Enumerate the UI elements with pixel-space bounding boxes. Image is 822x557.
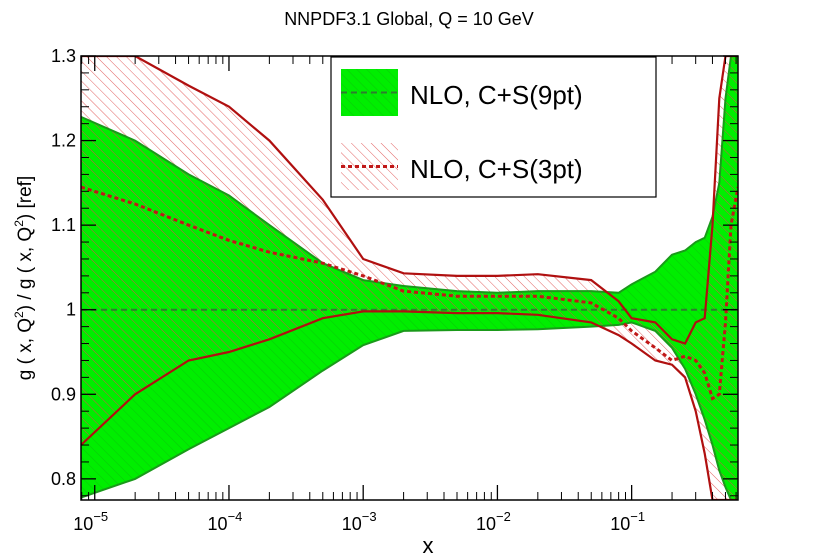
x-tick-label: 10−2	[476, 509, 511, 534]
plot-area	[81, 56, 738, 500]
legend-label-3pt: NLO, C+S(3pt)	[410, 154, 583, 184]
band-3pt	[81, 56, 738, 500]
y-tick-label: 1	[66, 300, 76, 320]
y-tick-label: 1.1	[51, 215, 76, 235]
band-9pt-lower-edge	[81, 321, 738, 500]
band-3pt-upper-edge	[81, 56, 738, 345]
plot-frame	[80, 55, 739, 501]
x-tick-label: 10−1	[610, 509, 645, 534]
legend-swatch-9pt-hatch	[341, 69, 398, 116]
chart-title: NNPDF3.1 Global, Q = 10 GeV	[284, 9, 534, 29]
y-tick-label: 1.2	[51, 131, 76, 151]
y-tick-label: 0.8	[51, 469, 76, 489]
x-tick-label: 10−3	[342, 509, 377, 534]
x-axis-label: x	[423, 533, 434, 557]
y-tick-label: 0.9	[51, 384, 76, 404]
y-axis-label: g ( x, Q2) / g ( x, Q2) [ref]	[12, 176, 36, 380]
axis-ticks: 0.8 0.9 1 1.1 1.2 1.3 10−5 10−4 10−3 10−2 10−1	[51, 46, 738, 534]
central-line-3pt	[81, 185, 738, 401]
x-tick-label: 10−5	[73, 509, 108, 534]
x-tick-label: 10−4	[208, 509, 243, 534]
y-tick-label: 1.3	[51, 46, 76, 66]
legend-label-9pt: NLO, C+S(9pt)	[410, 80, 583, 110]
legend: NLO, C+S(9pt) NLO, C+S(3pt)	[330, 56, 657, 198]
band-3pt-lower-edge	[81, 310, 738, 500]
band-9pt-hatch	[81, 56, 738, 500]
